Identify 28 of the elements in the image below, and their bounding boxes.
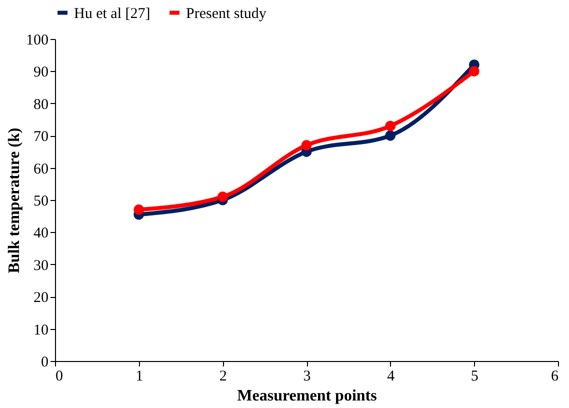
- x-tick-label: 6: [551, 368, 559, 384]
- y-tick-label: 100: [26, 32, 48, 48]
- y-axis-title: Bulk temperature (k): [6, 128, 23, 274]
- point: [385, 120, 396, 132]
- point: [217, 192, 228, 202]
- x-tick-label: 1: [136, 368, 144, 384]
- x-tick-label: 3: [303, 368, 311, 384]
- legend-label: Hu et al [27]: [74, 6, 150, 22]
- y-tick-label: 30: [34, 258, 48, 274]
- point: [468, 66, 480, 76]
- x-tick-label: 2: [219, 368, 227, 384]
- y-tick-label: 20: [34, 290, 48, 306]
- legend-label: Present study: [186, 6, 267, 22]
- y-tick-label: 60: [34, 161, 48, 178]
- point: [385, 130, 396, 141]
- y-tick-label: 10: [34, 322, 48, 338]
- x-tick-label: 0: [56, 368, 63, 384]
- y-tick-label: 80: [34, 96, 48, 113]
- x-tick-label: 5: [470, 368, 478, 384]
- x-axis-title: Measurement points: [237, 388, 377, 404]
- point: [301, 140, 312, 150]
- y-tick-label: 0: [41, 354, 48, 370]
- y-tick-label: 70: [34, 129, 48, 146]
- y-tick-label: 50: [34, 194, 48, 210]
- x-tick-label: 4: [387, 368, 396, 384]
- y-tick-label: 40: [34, 226, 48, 242]
- y-tick-label: 90: [34, 64, 48, 81]
- point: [134, 204, 144, 215]
